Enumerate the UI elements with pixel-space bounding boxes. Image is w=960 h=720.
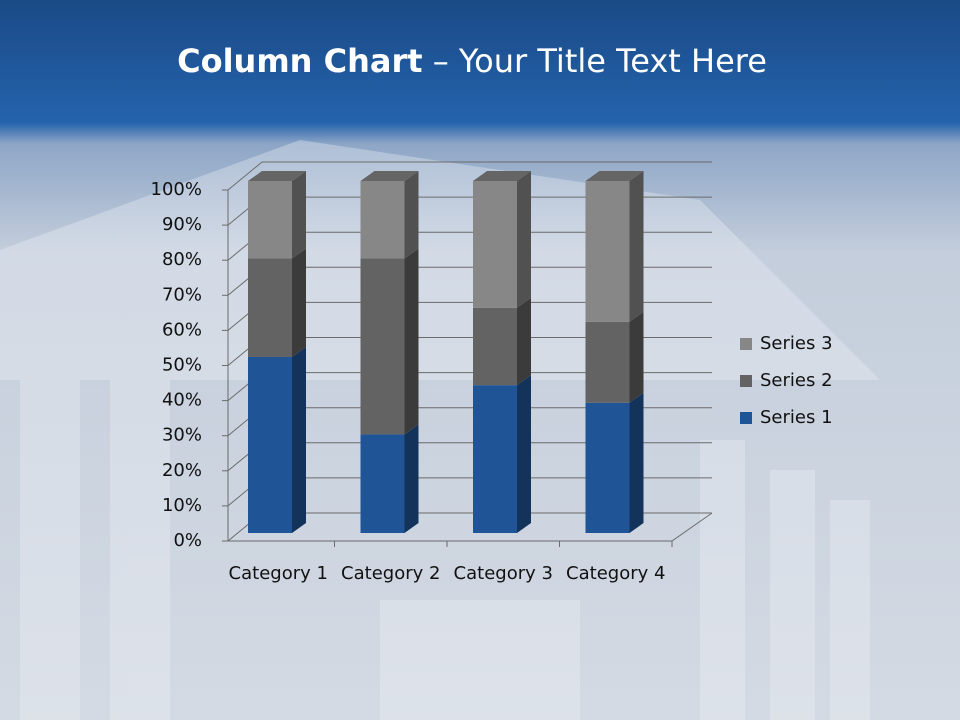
title-rest: – Your Title Text Here — [433, 42, 767, 80]
legend-label: Series 2 — [760, 370, 833, 391]
segment-top — [585, 171, 644, 181]
column-segment — [360, 424, 419, 533]
y-tick-label: 10% — [162, 495, 202, 516]
y-tick-label: 90% — [162, 214, 202, 235]
y-tick-label: 20% — [162, 460, 202, 481]
segment-front — [585, 321, 630, 403]
segment-side — [517, 297, 531, 386]
building-decoration — [0, 140, 880, 720]
column-segment — [248, 171, 306, 259]
column-segment — [473, 375, 531, 533]
segment-side — [517, 375, 531, 533]
segment-top — [360, 171, 419, 181]
segment-side — [404, 424, 419, 533]
segment-top — [248, 171, 306, 181]
segment-front — [360, 258, 405, 435]
grid-line — [227, 161, 712, 191]
segment-front — [360, 181, 405, 259]
column-segment — [585, 311, 644, 403]
segment-front — [360, 434, 405, 533]
y-tick-label: 100% — [151, 179, 202, 200]
segment-side — [629, 171, 644, 322]
x-tick-label: Category 2 — [341, 563, 441, 584]
column-segment — [360, 171, 419, 259]
legend-label: Series 3 — [760, 333, 833, 354]
legend-swatch — [740, 412, 752, 424]
y-tick-label: 30% — [162, 425, 202, 446]
legend-label: Series 1 — [760, 407, 833, 428]
y-tick-label: 50% — [162, 355, 202, 376]
segment-front — [248, 258, 292, 357]
y-tick-label: 80% — [162, 249, 202, 270]
segment-side — [629, 311, 644, 403]
column-segment — [473, 297, 531, 386]
segment-side — [292, 347, 306, 533]
y-tick-label: 0% — [173, 530, 202, 551]
legend-swatch — [740, 375, 752, 387]
x-tick-label: Category 1 — [228, 563, 328, 584]
y-tick-label: 70% — [162, 284, 202, 305]
segment-front — [473, 181, 517, 308]
x-tick-label: Category 3 — [453, 563, 553, 584]
x-tick-label: Category 4 — [566, 563, 666, 584]
column-segment — [248, 248, 306, 357]
segment-front — [473, 385, 517, 533]
segment-side — [292, 171, 306, 259]
segment-side — [629, 392, 644, 533]
segment-front — [248, 181, 292, 259]
segment-side — [292, 248, 306, 357]
column-segment — [473, 171, 531, 308]
y-tick-label: 60% — [162, 319, 202, 340]
segment-top — [473, 171, 531, 181]
column-segment — [585, 171, 644, 322]
segment-front — [473, 307, 517, 386]
segment-front — [585, 402, 630, 533]
segment-side — [517, 171, 531, 308]
segment-front — [585, 181, 630, 322]
column-segment — [360, 248, 419, 435]
y-tick-label: 40% — [162, 390, 202, 411]
legend-swatch — [740, 338, 752, 350]
segment-side — [404, 171, 419, 259]
column-segment — [248, 347, 306, 533]
title-bold: Column Chart — [177, 42, 422, 80]
chart-title: Column Chart – Your Title Text Here — [177, 42, 767, 80]
column-segment — [585, 392, 644, 533]
segment-side — [404, 248, 419, 435]
segment-front — [248, 357, 292, 533]
